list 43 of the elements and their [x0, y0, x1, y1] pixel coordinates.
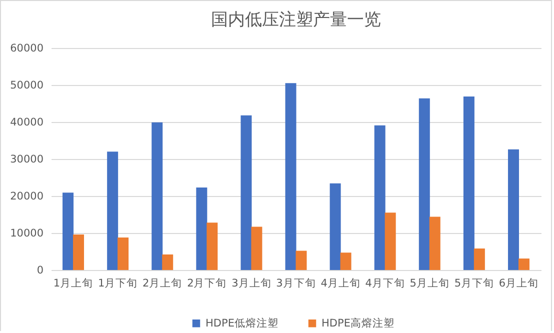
bar	[463, 96, 474, 270]
bar	[251, 226, 262, 270]
x-tick-label: 1月上旬	[53, 276, 94, 290]
bar	[374, 125, 386, 270]
bar	[285, 83, 296, 270]
bar	[73, 234, 84, 270]
x-tick-label: 6月上旬	[498, 276, 539, 290]
x-tick-label: 1月下旬	[98, 278, 138, 290]
legend-label: HDPE低熔注塑	[206, 316, 278, 330]
chart-title: 国内低压注塑产量一览	[211, 10, 381, 30]
bar	[508, 149, 519, 270]
bar	[340, 252, 352, 270]
bar	[418, 98, 430, 270]
bar	[118, 237, 129, 270]
bar	[240, 115, 252, 270]
bar	[62, 192, 74, 270]
y-tick-label: 0	[36, 264, 44, 276]
x-tick-label: 5月上旬	[410, 276, 450, 290]
x-tick-label: 3月下旬	[276, 278, 316, 290]
x-tick-label: 2月上旬	[142, 276, 182, 290]
bar	[384, 212, 396, 270]
bar	[429, 216, 440, 270]
y-tick-label: 30000	[10, 154, 44, 166]
bar	[196, 187, 208, 270]
bar	[107, 152, 118, 270]
bar	[162, 254, 174, 270]
bar	[296, 250, 307, 270]
y-tick-label: 10000	[10, 228, 44, 240]
bar	[152, 122, 163, 270]
x-tick-label: 3月上旬	[232, 276, 272, 290]
y-tick-label: 60000	[10, 42, 44, 54]
x-tick-label: 4月下旬	[365, 278, 405, 290]
legend-label: HDPE高熔注塑	[322, 316, 394, 330]
y-tick-label: 50000	[10, 80, 44, 92]
y-tick-label: 40000	[10, 116, 44, 128]
x-tick-label: 2月下旬	[187, 278, 227, 290]
bar	[474, 248, 485, 270]
x-tick-label: 4月上旬	[320, 276, 360, 290]
bar	[518, 258, 530, 270]
y-tick-label: 20000	[10, 190, 44, 202]
bar	[206, 222, 218, 270]
x-tick-label: 5月下旬	[454, 278, 494, 290]
bar	[330, 183, 341, 270]
